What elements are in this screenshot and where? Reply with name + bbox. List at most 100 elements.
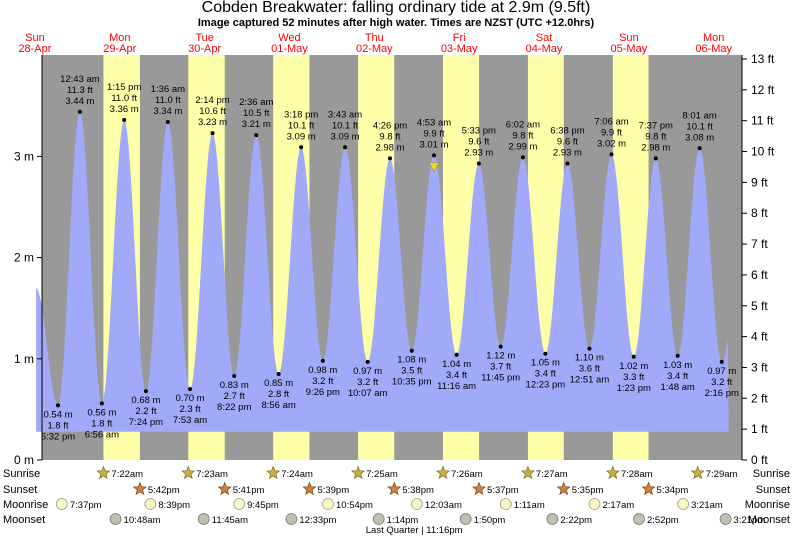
tide-point	[365, 359, 370, 364]
tide-point	[320, 358, 325, 363]
moonset-icon	[197, 513, 210, 525]
sunrise-time: 7:26am	[451, 469, 483, 480]
moonrise-time: 8:39pm	[158, 500, 190, 511]
tide-point	[520, 155, 525, 160]
tide-point	[631, 354, 636, 359]
tide-metres: 0.98 m	[308, 365, 337, 376]
chart-subtitle: Image captured 52 minutes after high wat…	[198, 17, 595, 29]
day-name: Wed	[278, 32, 300, 44]
tide-time: 7:53 am	[173, 415, 207, 426]
day-date: 06-May	[695, 43, 732, 55]
tide-point	[432, 153, 436, 158]
moonrise-time: 2:17am	[603, 500, 635, 511]
tide-metres: 3.09 m	[331, 131, 360, 142]
tide-feet: 2.2 ft	[135, 406, 156, 417]
moonrise-icon	[144, 498, 157, 510]
tide-point	[254, 133, 259, 138]
right-tick-label: 13 ft	[751, 52, 775, 66]
sunset-label-left: Sunset	[3, 484, 37, 496]
tide-point	[56, 403, 61, 408]
tide-metres: 1.05 m	[531, 358, 560, 369]
moonrise-time: 9:45pm	[247, 500, 279, 511]
day-date: 29-Apr	[103, 43, 136, 55]
tide-feet: 3.2 ft	[312, 376, 333, 387]
right-tick-label: 8 ft	[751, 206, 768, 220]
day-date: 05-May	[611, 43, 648, 55]
tide-metres: 3.02 m	[597, 138, 626, 149]
moonrise-icon	[233, 498, 245, 510]
tide-time: 10:07 am	[348, 388, 388, 399]
tide-feet: 3.4 ft	[535, 369, 556, 380]
tide-time: 12:51 am	[570, 375, 610, 386]
tide-metres: 0.70 m	[176, 393, 205, 404]
tide-time: 7:06 am	[594, 116, 628, 127]
moonrise-label-right: Moonrise	[745, 499, 790, 511]
tide-time: 8:01 am	[682, 110, 716, 121]
tide-metres: 2.98 m	[641, 142, 670, 153]
tide-point	[697, 146, 702, 151]
tide-feet: 11.0 ft	[111, 93, 137, 104]
sunrise-icon	[96, 465, 111, 480]
tide-time: 10:35 pm	[392, 377, 432, 388]
tide-feet: 9.6 ft	[468, 136, 489, 147]
day-date: 01-May	[271, 43, 308, 55]
tide-metres: 0.68 m	[131, 395, 160, 406]
moonrise-icon	[588, 498, 601, 510]
moonrise-time: 10:54pm	[336, 500, 373, 511]
tide-feet: 11.3 ft	[67, 85, 93, 96]
day-name: Sun	[619, 32, 639, 44]
tide-time: 2:36 am	[239, 97, 273, 108]
tide-time: 2:16 pm	[705, 388, 739, 399]
sunrise-label-left: Sunrise	[3, 468, 40, 480]
sunset-time: 5:41pm	[233, 485, 265, 496]
moonset-time: 1:14pm	[387, 515, 419, 526]
tide-point	[565, 161, 570, 166]
tide-time: 5:33 pm	[462, 125, 496, 136]
tide-metres: 0.56 m	[87, 407, 116, 418]
tide-feet: 9.6 ft	[557, 136, 578, 147]
right-tick-label: 9 ft	[751, 175, 768, 189]
moonset-label-right: Moonset	[748, 514, 790, 526]
tide-metres: 2.93 m	[553, 147, 582, 158]
moonset-time: 12:33pm	[299, 515, 336, 526]
tide-time: 1:36 am	[151, 84, 185, 95]
sunset-time: 5:34pm	[657, 485, 689, 496]
moonset-icon	[719, 513, 732, 525]
tide-time: 1:15 pm	[107, 82, 141, 93]
right-tick-label: 11 ft	[751, 114, 774, 128]
tide-point	[165, 119, 170, 124]
tide-feet: 1.8 ft	[91, 418, 112, 429]
day-date: 04-May	[526, 43, 563, 55]
day-name: Sun	[25, 32, 45, 44]
moonset-icon	[546, 513, 559, 525]
moonset-icon	[109, 513, 122, 525]
tide-point	[299, 145, 304, 150]
sunrise-time: 7:25am	[366, 469, 398, 480]
sunrise-icon	[350, 465, 366, 480]
sunset-icon	[387, 481, 402, 496]
moonrise-time: 3:21am	[691, 500, 723, 511]
sunrise-label-right: Sunrise	[753, 468, 790, 480]
right-tick-label: 12 ft	[751, 83, 775, 97]
moonset-time: 2:52pm	[647, 515, 679, 526]
sunrise-icon	[520, 465, 535, 480]
sunset-icon	[641, 481, 656, 496]
moonset-icon	[285, 513, 298, 525]
chart-title: Cobden Breakwater: falling ordinary tide…	[202, 0, 591, 16]
tide-feet: 2.3 ft	[179, 404, 200, 415]
day-name: Mon	[703, 32, 724, 44]
sunset-icon	[556, 481, 571, 496]
day-name: Mon	[109, 32, 130, 44]
tide-feet: 11.0 ft	[155, 95, 181, 106]
moonrise-icon	[499, 498, 512, 510]
moonset-time: 1:50pm	[474, 515, 506, 526]
tide-point	[409, 348, 414, 353]
tide-metres: 1.03 m	[663, 360, 692, 371]
tide-point	[454, 352, 459, 357]
tide-time: 3:43 am	[328, 109, 362, 120]
tide-feet: 2.7 ft	[224, 391, 245, 402]
sunrise-icon	[266, 465, 281, 480]
right-tick-label: 4 ft	[751, 330, 768, 344]
sunset-time: 5:42pm	[148, 485, 180, 496]
